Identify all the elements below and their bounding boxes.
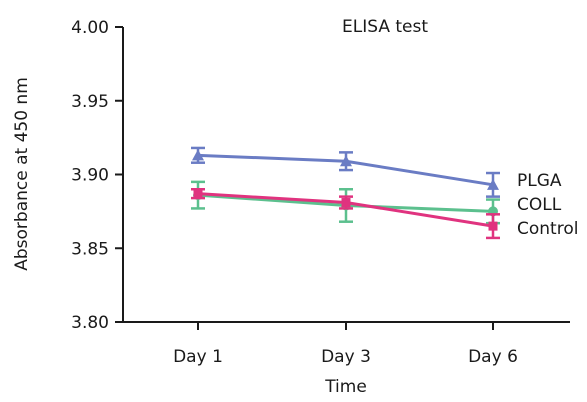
x-axis-label: Time — [324, 377, 367, 397]
data-point — [488, 221, 498, 231]
series-control — [191, 188, 500, 240]
series-label-plga: PLGA — [517, 171, 562, 191]
data-point — [193, 189, 203, 199]
series-label-coll: COLL — [517, 195, 562, 215]
series-plga — [191, 146, 500, 198]
x-tick-label: Day 1 — [173, 347, 223, 367]
x-tick-label: Day 3 — [321, 347, 371, 367]
y-tick-label: 3.90 — [71, 166, 109, 186]
series-label-control: Control — [517, 219, 578, 239]
y-tick-label: 3.95 — [71, 92, 109, 112]
y-axis: 3.80 3.85 3.90 3.95 4.00 — [71, 18, 124, 333]
y-tick-label: 4.00 — [71, 18, 109, 38]
x-axis: Day 1 Day 3 Day 6 — [123, 321, 570, 367]
data-point — [487, 178, 499, 190]
data-point — [192, 149, 204, 161]
x-tick-label: Day 6 — [468, 347, 518, 367]
data-point — [341, 198, 351, 208]
series-layer — [191, 146, 500, 240]
y-axis-label: Absorbance at 450 nm — [12, 77, 32, 271]
series-labels: PLGA COLL Control — [517, 171, 578, 239]
y-tick-label: 3.80 — [71, 313, 109, 333]
y-tick-label: 3.85 — [71, 239, 109, 259]
chart-title: ELISA test — [342, 17, 428, 37]
data-point — [340, 155, 352, 167]
